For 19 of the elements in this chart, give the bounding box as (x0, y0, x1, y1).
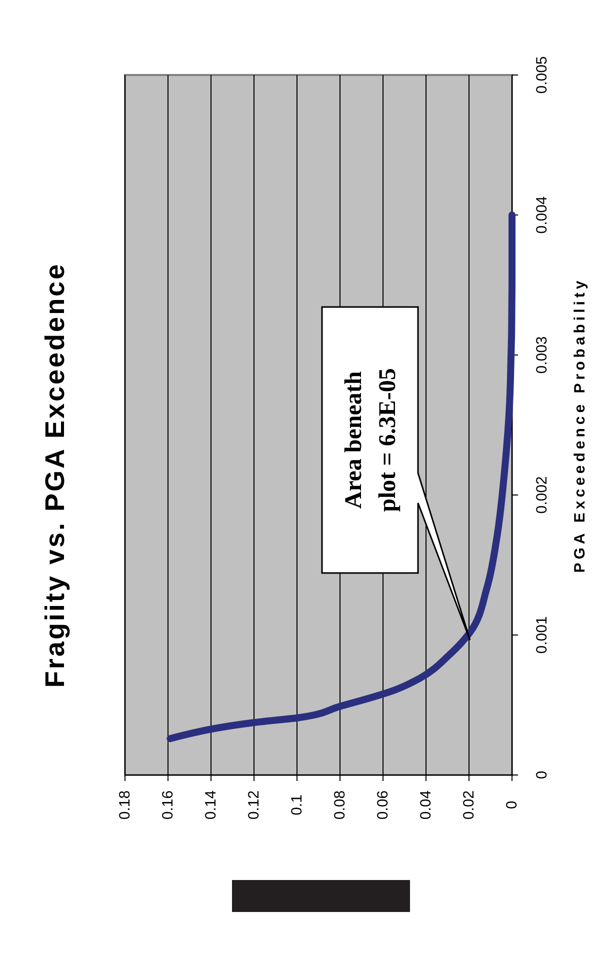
x-tick-label: 0 (504, 800, 520, 810)
y-tick-label: 0.003 (534, 336, 550, 374)
annotation: Area beneath plot = 6.3E-05 (341, 368, 401, 512)
x-tick-label: 0.1 (288, 794, 306, 816)
x-tick-label: 0.06 (374, 790, 392, 820)
x-tick-label: 0.16 (160, 790, 176, 820)
text: Fragiity vs. PGA Exceedence (40, 262, 70, 688)
y-axis-title: PGA Exceedence Probability (572, 277, 588, 573)
y-tick-label: 0.002 (534, 476, 550, 514)
x-tick-label: 0.14 (202, 790, 220, 820)
y-tick-label: 0.001 (534, 616, 550, 654)
x-tick-label: 0.02 (460, 790, 478, 820)
y-tick-label: 0 (534, 770, 550, 780)
x-tick-label: 0.18 (116, 790, 134, 820)
y-tick-label: 0.004 (534, 196, 550, 234)
x-tick-label: 0.12 (246, 790, 262, 820)
y-tick-label: 0.005 (534, 56, 550, 94)
x-tick-label: 0.08 (332, 790, 348, 820)
x-tick-label: 0.04 (418, 790, 434, 820)
